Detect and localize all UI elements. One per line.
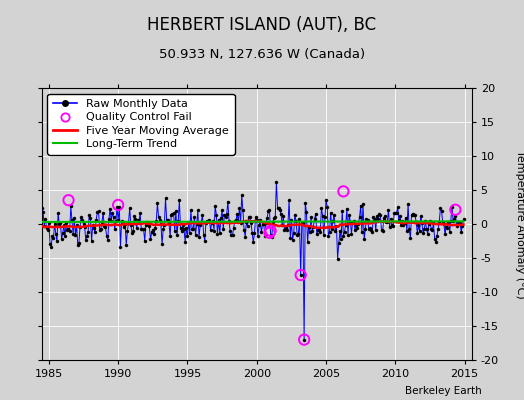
Raw Monthly Data: [80, 222, 86, 227]
Long-Term Trend: [351, 219, 357, 224]
Five Year Moving Average: [322, 226, 328, 230]
Raw Monthly Data: [461, 217, 467, 222]
Five Year Moving Average: [247, 218, 253, 223]
Raw Monthly Data: [125, 220, 132, 224]
Quality Control Fail: [64, 197, 73, 203]
Five Year Moving Average: [461, 222, 467, 227]
Quality Control Fail: [265, 230, 274, 236]
Five Year Moving Average: [125, 222, 132, 227]
Y-axis label: Temperature Anomaly (°C): Temperature Anomaly (°C): [516, 150, 524, 298]
Five Year Moving Average: [111, 222, 117, 227]
Five Year Moving Average: [353, 221, 359, 226]
Quality Control Fail: [297, 272, 305, 278]
Quality Control Fail: [339, 188, 347, 194]
Legend: Raw Monthly Data, Quality Control Fail, Five Year Moving Average, Long-Term Tren: Raw Monthly Data, Quality Control Fail, …: [48, 94, 235, 155]
Raw Monthly Data: [301, 337, 307, 342]
Long-Term Trend: [461, 219, 467, 224]
Quality Control Fail: [300, 336, 308, 343]
Raw Monthly Data: [273, 180, 279, 184]
Five Year Moving Average: [267, 222, 274, 227]
Long-Term Trend: [80, 220, 86, 224]
Quality Control Fail: [451, 206, 460, 213]
Text: 50.933 N, 127.636 W (Canada): 50.933 N, 127.636 W (Canada): [159, 48, 365, 61]
Line: Raw Monthly Data: Raw Monthly Data: [40, 180, 465, 341]
Quality Control Fail: [266, 228, 275, 234]
Line: Five Year Moving Average: Five Year Moving Average: [42, 221, 464, 228]
Five Year Moving Average: [39, 224, 45, 228]
Five Year Moving Average: [330, 225, 336, 230]
Raw Monthly Data: [39, 206, 45, 210]
Raw Monthly Data: [353, 222, 359, 227]
Raw Monthly Data: [330, 218, 336, 223]
Long-Term Trend: [39, 220, 45, 224]
Long-Term Trend: [125, 220, 132, 224]
Raw Monthly Data: [111, 215, 117, 220]
Long-Term Trend: [328, 219, 334, 224]
Five Year Moving Average: [80, 224, 86, 229]
Long-Term Trend: [111, 220, 117, 224]
Quality Control Fail: [114, 202, 122, 208]
Line: Long-Term Trend: Long-Term Trend: [42, 221, 464, 222]
Long-Term Trend: [266, 219, 272, 224]
Raw Monthly Data: [266, 207, 272, 212]
Text: Berkeley Earth: Berkeley Earth: [406, 386, 482, 396]
Text: HERBERT ISLAND (AUT), BC: HERBERT ISLAND (AUT), BC: [147, 16, 377, 34]
